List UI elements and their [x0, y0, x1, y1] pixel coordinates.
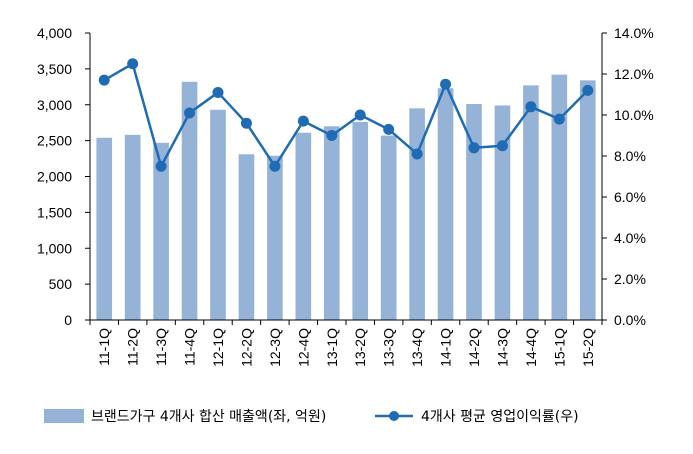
- x-tick-label: 12-4Q: [295, 328, 311, 367]
- x-tick-label: 11-4Q: [182, 328, 198, 366]
- line-point-12-1Q: [212, 86, 224, 98]
- x-tick-label: 12-2Q: [238, 328, 254, 367]
- bar-11-4Q: [181, 81, 198, 320]
- left-tick-label: 3,500: [37, 61, 72, 77]
- left-tick-label: 0: [64, 312, 72, 328]
- line-point-14-2Q: [468, 142, 480, 154]
- line-point-14-4Q: [525, 101, 537, 113]
- bar-12-2Q: [238, 154, 255, 320]
- left-tick-label: 2,500: [37, 133, 72, 149]
- bar-13-2Q: [352, 121, 369, 320]
- legend-line-label: 4개사 평균 영업이익률(우): [421, 409, 579, 425]
- line-point-13-3Q: [383, 123, 395, 135]
- bar-14-1Q: [437, 88, 454, 320]
- legend: 브랜드가구 4개사 합산 매출액(좌, 억원) 4개사 평균 영업이익률(우): [44, 409, 579, 425]
- x-tick-label: 12-1Q: [210, 328, 226, 367]
- bar-12-4Q: [295, 132, 312, 320]
- right-tick-label: 4.0%: [614, 230, 646, 246]
- right-tick-label: 2.0%: [614, 271, 646, 287]
- right-tick-label: 12.0%: [614, 66, 654, 82]
- right-tick-label: 8.0%: [614, 148, 646, 164]
- x-tick-label: 14-1Q: [438, 328, 454, 367]
- right-tick-label: 14.0%: [614, 25, 654, 41]
- line-path: [103, 62, 589, 168]
- left-axis-ticks: 0 500 1,000 1,500 2,000 2,500 3,000 3,500 4,000: [37, 25, 90, 328]
- bar-series: [96, 74, 596, 321]
- legend-line-marker: [389, 411, 399, 421]
- x-tick-label: 13-1Q: [324, 328, 340, 367]
- line-point-11-3Q: [155, 160, 167, 172]
- line-point-11-4Q: [184, 107, 196, 119]
- right-tick-label: 10.0%: [614, 107, 654, 123]
- line-point-13-4Q: [411, 148, 423, 160]
- x-tick-label: 13-2Q: [352, 328, 368, 367]
- bar-15-1Q: [551, 74, 568, 321]
- legend-bar-swatch: [44, 409, 84, 423]
- right-tick-label: 0.0%: [614, 312, 646, 328]
- legend-bar-label: 브랜드가구 4개사 합산 매출액(좌, 억원): [91, 409, 326, 425]
- x-tick-label: 11-3Q: [153, 328, 169, 366]
- bar-11-3Q: [153, 142, 169, 320]
- x-tick-label: 14-3Q: [494, 328, 510, 367]
- left-tick-label: 1,500: [37, 204, 72, 220]
- bar-13-1Q: [323, 126, 340, 321]
- bar-13-3Q: [380, 135, 397, 320]
- line-series: [98, 58, 594, 172]
- line-point-11-1Q: [98, 74, 110, 86]
- left-tick-label: 3,000: [37, 97, 72, 113]
- line-point-15-2Q: [582, 84, 594, 96]
- x-tick-label: 15-1Q: [551, 328, 567, 367]
- bar-14-2Q: [466, 104, 482, 320]
- x-tick-label: 14-2Q: [466, 328, 482, 367]
- right-axis-ticks: 0.0% 2.0% 4.0% 6.0% 8.0% 10.0% 12.0% 14.0%: [602, 25, 654, 328]
- line-point-14-3Q: [496, 140, 508, 152]
- left-tick-label: 500: [49, 276, 73, 292]
- line-point-14-1Q: [440, 78, 452, 90]
- x-tick-label: 13-4Q: [409, 328, 425, 367]
- bar-15-2Q: [579, 80, 596, 320]
- x-tick-label: 14-4Q: [523, 328, 539, 367]
- x-tick-label: 12-3Q: [267, 328, 283, 367]
- line-point-12-2Q: [240, 117, 252, 129]
- x-tick-label: 15-2Q: [580, 328, 596, 367]
- bar-12-3Q: [267, 155, 283, 320]
- left-tick-label: 1,000: [37, 240, 72, 256]
- line-point-13-2Q: [354, 109, 366, 121]
- bar-14-3Q: [494, 105, 511, 320]
- bar-12-1Q: [210, 109, 226, 321]
- left-tick-label: 2,000: [37, 169, 72, 185]
- line-point-13-1Q: [326, 130, 338, 141]
- line-point-12-3Q: [269, 160, 281, 172]
- x-tick-label: 11-2Q: [125, 328, 141, 366]
- x-tick-label: 11-1Q: [96, 328, 112, 366]
- bar-13-4Q: [409, 108, 425, 321]
- left-tick-label: 4,000: [37, 25, 72, 41]
- x-axis-ticks: 11-1Q 11-2Q 11-3Q 11-4Q 12-1Q 12-2Q 12-3Q 12-4Q…: [89, 320, 603, 367]
- line-point-12-4Q: [297, 115, 309, 127]
- x-tick-label: 13-3Q: [381, 328, 397, 367]
- bar-11-1Q: [96, 137, 113, 320]
- bar-11-2Q: [124, 134, 141, 320]
- line-point-11-2Q: [127, 58, 139, 70]
- bar-14-4Q: [523, 85, 539, 320]
- line-point-15-1Q: [553, 113, 565, 125]
- right-tick-label: 6.0%: [614, 189, 646, 205]
